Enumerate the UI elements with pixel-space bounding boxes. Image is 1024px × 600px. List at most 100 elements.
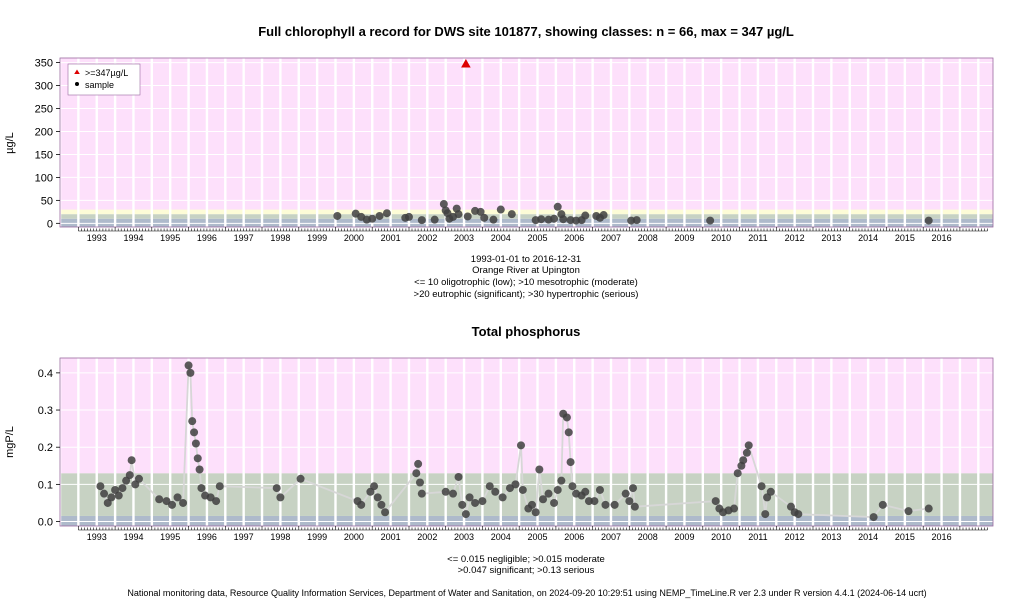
chlorophyll-caption-line-1: 1993-01-01 to 2016-12-31 [471,254,581,265]
data-point [581,487,590,496]
phosphorus-chart: 0.0 0.1 0.2 0.3 0.4 1993 1994 1995 1996 1997 1998 1… [4,324,994,576]
data-point [629,484,638,493]
data-point [491,487,500,496]
data-point [632,216,641,225]
data-point [461,510,470,519]
data-point [489,215,498,224]
x-tick-label: 1996 [197,532,217,542]
data-point [730,504,739,513]
data-point [924,216,933,225]
x-tick-label: 2007 [601,532,621,542]
x-tick-label: 1997 [234,233,254,243]
data-point [559,215,568,224]
data-point [761,510,770,519]
data-point [476,207,485,216]
data-point [625,497,634,506]
x-tick-label: 2006 [564,532,584,542]
data-point [370,482,379,491]
phosphorus-y-axis-label: mgP/L [4,426,16,458]
x-tick-label: 2006 [564,233,584,243]
x-tick-label: 2012 [785,532,805,542]
data-point [595,485,604,494]
data-point [454,210,463,219]
data-point [375,211,384,220]
y-tick-label: 50 [41,195,53,207]
y-tick-label: 0.1 [38,479,53,491]
data-point [155,495,164,504]
data-point [465,493,474,502]
x-tick-label: 2003 [454,233,474,243]
data-point [215,482,224,491]
x-tick-label: 2000 [344,233,364,243]
data-point [168,500,177,509]
x-tick-label: 1994 [123,233,143,243]
x-tick-label: 2012 [785,233,805,243]
data-point [621,489,630,498]
legend-dot-icon [75,82,79,86]
x-tick-label: 2000 [344,532,364,542]
data-point [272,484,281,493]
data-point [212,497,221,506]
data-point [480,213,489,222]
chlorophyll-legend: >=347µg/L sample [67,63,141,96]
plot-area-0: 0 50 100 150 200 250 300 350 1993 1994 1995 1996 199… [35,58,994,243]
data-point [924,504,933,513]
data-point [706,216,715,225]
data-point [904,507,913,516]
data-point [531,508,540,517]
x-tick-label: 1997 [234,532,254,542]
data-point [568,482,577,491]
data-point [96,482,105,491]
chlorophyll-chart-title: Full chlorophyll a record for DWS site 1… [258,24,794,39]
x-tick-label: 2013 [821,532,841,542]
data-point [186,368,195,377]
x-tick-label: 2002 [417,532,437,542]
data-point [537,215,546,224]
data-point [550,214,559,223]
data-point [368,214,377,223]
x-tick-label: 2001 [381,233,401,243]
legend-label-max: >=347µg/L [85,68,128,78]
data-point [114,491,123,500]
plot-frame [59,357,994,527]
max-value-marker [461,58,471,68]
y-tick-label: 300 [35,81,53,93]
x-tick-label: 2011 [748,233,767,243]
data-point [478,497,487,506]
class-band [60,358,993,474]
x-tick-label: 2013 [821,233,841,243]
data-point [193,454,202,463]
data-point [516,441,525,450]
x-tick-label: 2010 [711,233,731,243]
y-tick-label: 100 [35,172,53,184]
data-point [553,202,562,211]
data-point [276,493,285,502]
x-tick-label: 2002 [417,233,437,243]
data-point [471,498,480,507]
x-tick-label: 1998 [270,532,290,542]
data-point [127,456,136,465]
x-tick-label: 2011 [748,532,767,542]
data-point [544,489,553,498]
data-point [610,500,619,509]
data-point [794,510,803,519]
x-axis-ticks [78,526,988,531]
data-point [417,489,426,498]
class-band [60,58,993,210]
x-tick-label: 2008 [638,233,658,243]
data-point [539,495,548,504]
data-point [417,216,426,225]
plot-area-1: 0.0 0.1 0.2 0.3 0.4 1993 1994 1995 1996 1997 1998 1… [38,357,994,542]
data-point [733,469,742,478]
data-point [518,485,527,494]
x-tick-label: 2014 [858,233,878,243]
legend-box [67,63,141,96]
chlorophyll-caption-line-4: >20 eutrophic (significant); >30 hypertr… [414,289,639,300]
data-point [553,485,562,494]
data-point [599,211,608,220]
x-tick-label: 1998 [270,233,290,243]
data-point [118,484,127,493]
y-tick-label: 0.3 [38,405,53,417]
data-point [742,448,751,457]
phosphorus-caption-line-1: <= 0.015 negligible; >0.015 moderate [447,554,605,565]
